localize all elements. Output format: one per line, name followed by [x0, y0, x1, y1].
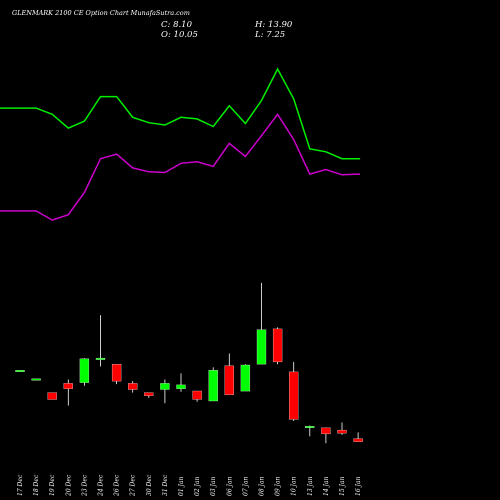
candle-body: [289, 371, 299, 420]
x-tick-label: 02 Jan: [194, 476, 201, 496]
green-indicator-line: [0, 67, 361, 160]
x-tick-label: 30 Dec: [146, 474, 153, 496]
x-tick-label: 26 Dec: [114, 474, 121, 497]
x-tick-label: 17 Dec: [17, 474, 24, 496]
x-tick-label: 10 Jan: [291, 476, 298, 496]
x-tick-label: 20 Dec: [65, 474, 72, 497]
x-tick-label: 15 Jan: [339, 476, 346, 496]
ohlc-high-low: H: 13.90 L: 7.25: [255, 20, 292, 40]
x-tick-label: 03 Jan: [210, 476, 217, 496]
candle-body: [111, 364, 122, 382]
x-tick-label: 14 Jan: [323, 476, 330, 496]
candle-body: [353, 438, 363, 442]
x-tick-label: 19 Dec: [49, 474, 56, 496]
x-tick-label: 09 Jan: [275, 476, 282, 496]
low-value: L: 7.25: [255, 30, 286, 40]
candle-body: [192, 390, 202, 400]
ohlc-close-open: C: 8.10 O: 10.05: [161, 20, 198, 40]
candle-body: [63, 383, 73, 389]
candle-body: [47, 392, 57, 400]
x-tick-label: 24 Dec: [98, 474, 105, 497]
candle-body: [321, 427, 331, 435]
chart-title: GLENMARK 2100 CE Option Chart MunafaSutr…: [12, 9, 190, 17]
candle-body: [31, 378, 41, 381]
candle-body: [272, 328, 283, 363]
x-tick-label: 18 Dec: [33, 474, 40, 496]
x-tick-label: 23 Dec: [81, 474, 88, 497]
open-value: O: 10.05: [161, 30, 198, 40]
candle-body: [176, 384, 186, 389]
candle-body: [15, 370, 25, 372]
candle-body: [305, 426, 315, 428]
magenta-indicator-line: [0, 112, 361, 221]
x-tick-label: 31 Dec: [162, 474, 169, 496]
candle-body: [128, 383, 138, 390]
close-value: C: 8.10: [161, 20, 192, 30]
x-tick-label: 07 Jan: [242, 476, 249, 496]
candle-body: [208, 370, 218, 402]
x-tick-label: 27 Dec: [130, 474, 137, 497]
x-tick-label: 08 Jan: [259, 476, 266, 496]
x-tick-label: 13 Jan: [307, 476, 314, 496]
x-tick-label: 06 Jan: [226, 476, 233, 496]
candle-body: [144, 392, 154, 396]
candle-body: [160, 383, 170, 390]
candle-body: [240, 364, 251, 392]
candle-body: [95, 357, 106, 360]
high-value: H: 13.90: [255, 20, 293, 30]
candle-body: [79, 358, 90, 383]
x-tick-label: 16 Jan: [355, 476, 362, 496]
x-tick-label: 01 Jan: [178, 476, 185, 496]
candle-body: [337, 429, 347, 434]
candle-body: [256, 329, 267, 365]
candle-body: [224, 365, 234, 395]
